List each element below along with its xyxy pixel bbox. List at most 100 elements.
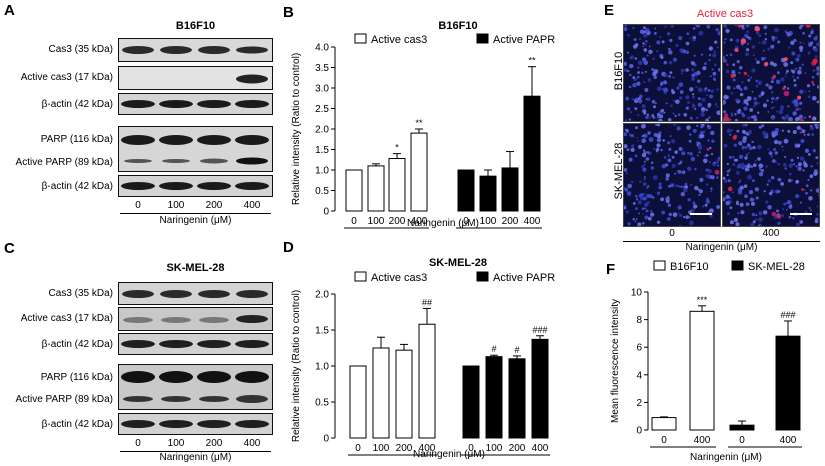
nucleus-dot <box>771 176 775 180</box>
nucleus-dot <box>643 163 646 166</box>
nucleus-dot <box>663 111 666 114</box>
nucleus-dot <box>645 157 650 161</box>
nucleus-dot <box>768 85 773 90</box>
nucleus-dot <box>754 187 760 192</box>
nucleus-dot <box>707 139 710 142</box>
nucleus-dot <box>815 171 817 174</box>
nucleus-dot <box>801 63 804 66</box>
nucleus-dot <box>790 204 792 207</box>
row-label: Cas3 (35 kDa) <box>48 44 113 55</box>
significance-mark: ## <box>422 297 432 307</box>
nucleus-dot <box>697 79 701 83</box>
chart-d: D SK-MEL-28 0 0.5 1.0 1.5 2.0 Relative intensit… <box>283 239 555 460</box>
nucleus-dot <box>705 168 709 172</box>
nucleus-dot <box>716 110 721 116</box>
nucleus-dot <box>650 210 653 213</box>
nucleus-dot <box>693 54 696 57</box>
micro-cells <box>622 23 722 124</box>
nucleus-dot <box>668 147 672 151</box>
nucleus-dot <box>726 162 729 166</box>
nucleus-dot <box>642 212 644 215</box>
nucleus-dot <box>637 140 639 142</box>
nucleus-dot <box>764 32 767 35</box>
nucleus-dot <box>812 96 817 101</box>
nucleus-dot <box>757 157 761 161</box>
nucleus-dot <box>748 151 750 154</box>
nucleus-dot <box>746 42 750 45</box>
nucleus-dot <box>798 107 801 111</box>
nucleus-dot <box>660 197 664 202</box>
nucleus-dot <box>710 190 713 193</box>
nucleus-dot <box>769 191 773 196</box>
nucleus-dot <box>792 130 797 134</box>
nucleus-dot <box>771 35 775 40</box>
nucleus-dot <box>798 163 802 167</box>
legend-swatch <box>354 271 367 282</box>
nucleus-dot <box>814 219 819 224</box>
nucleus-dot <box>745 202 750 206</box>
nucleus-dot <box>798 45 804 51</box>
nucleus-dot <box>804 148 810 153</box>
micro-cells <box>623 122 721 227</box>
nucleus-dot <box>662 87 668 93</box>
nucleus-dot <box>709 146 712 150</box>
x-tick-label: 0 <box>661 435 667 446</box>
nucleus-dot <box>795 57 800 62</box>
significance-mark: # <box>491 344 496 354</box>
nucleus-dot <box>763 210 768 215</box>
nucleus-dot <box>685 215 689 218</box>
nucleus-dot <box>739 185 744 190</box>
nucleus-dot <box>675 184 679 188</box>
nucleus-dot <box>774 36 778 40</box>
nucleus-dot <box>785 72 788 74</box>
nucleus-dot <box>790 158 794 162</box>
nucleus-dot <box>767 205 772 210</box>
nucleus-dot <box>783 163 787 167</box>
nucleus-dot <box>771 91 774 94</box>
nucleus-dot <box>633 38 637 41</box>
nucleus-dot <box>646 186 649 189</box>
micrograph-b16f10-0 <box>622 23 722 124</box>
nucleus-dot <box>747 75 750 77</box>
nucleus-dot <box>665 173 670 178</box>
nucleus-dot <box>710 187 713 190</box>
nucleus-dot <box>643 81 646 84</box>
nucleus-dot <box>698 151 701 154</box>
nucleus-dot <box>758 125 762 129</box>
nucleus-dot <box>752 54 755 57</box>
nucleus-dot <box>711 68 714 71</box>
nucleus-dot <box>725 200 730 206</box>
nucleus-dot <box>788 215 792 219</box>
nucleus-dot <box>674 150 678 154</box>
nucleus-dot <box>677 212 680 215</box>
nucleus-dot <box>721 55 725 60</box>
bar <box>395 349 413 439</box>
nucleus-dot <box>700 53 704 56</box>
nucleus-dot <box>782 208 785 210</box>
nucleus-dot <box>629 111 632 114</box>
dose-label: 0 <box>669 228 675 239</box>
active-cas3-signal <box>776 214 782 219</box>
xaxis-underline <box>120 451 271 452</box>
nucleus-dot <box>727 179 731 183</box>
nucleus-dot <box>629 63 634 69</box>
nucleus-dot <box>763 190 766 193</box>
nucleus-dot <box>623 206 627 210</box>
nucleus-dot <box>751 91 754 93</box>
nucleus-dot <box>784 75 787 77</box>
nucleus-dot <box>801 129 806 134</box>
nucleus-dot <box>676 86 680 90</box>
nucleus-dot <box>737 212 740 215</box>
nucleus-dot <box>795 179 799 184</box>
nucleus-dot <box>663 156 667 159</box>
nucleus-dot <box>712 77 716 80</box>
nucleus-dot <box>788 46 791 48</box>
nucleus-dot <box>749 197 754 202</box>
x-tick-label: 400 <box>532 443 549 454</box>
nucleus-dot <box>754 101 758 105</box>
legend-swatch <box>653 260 666 271</box>
x-tick-label: 400 <box>411 216 428 227</box>
nucleus-dot <box>803 133 806 136</box>
nucleus-dot <box>774 127 780 133</box>
nucleus-dot <box>767 148 770 151</box>
